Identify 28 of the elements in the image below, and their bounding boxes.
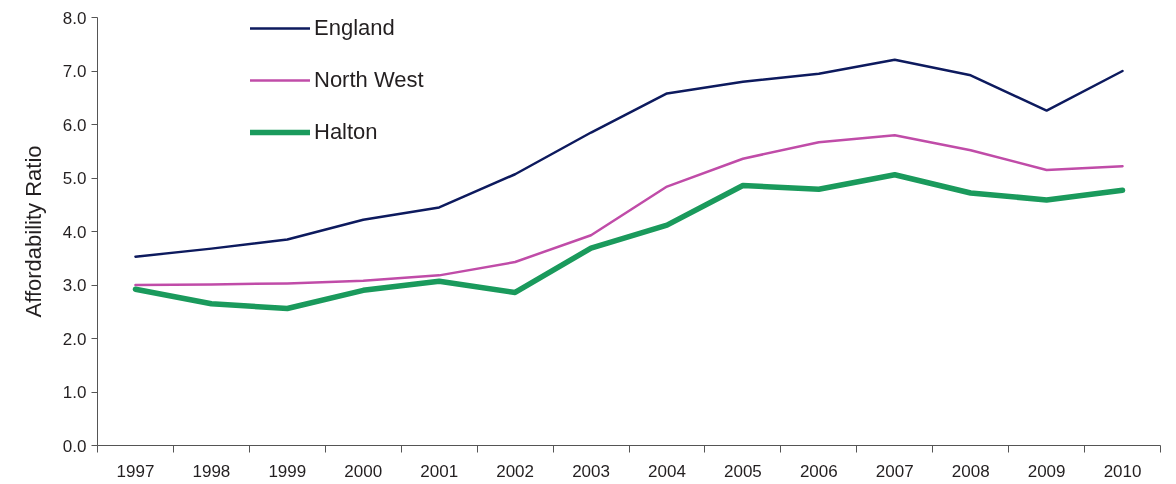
y-tick-label: 4.0 [62,222,87,242]
x-tick-label: 2001 [420,461,459,481]
x-tick-label: 2010 [1103,461,1142,481]
x-tick-label: 2007 [875,461,914,481]
legend-label: England [314,16,395,41]
x-tick-label: 1999 [268,461,307,481]
x-tick-label: 2008 [951,461,990,481]
y-tick-label: 1.0 [62,383,87,402]
x-tick-label: 1997 [116,461,155,481]
x-tick-label: 2004 [648,461,686,481]
y-axis-title: Affordability Ratio [20,145,46,318]
x-tick-label: 2005 [723,461,762,481]
x-tick-label: 1998 [192,461,231,481]
y-tick-label: 7.0 [62,62,87,81]
legend-label: Halton [314,119,378,145]
x-tick-label: 2002 [496,461,535,481]
legend-label: North West [314,67,424,93]
x-tick-label: 2000 [344,461,383,481]
x-tick-label: 2006 [799,461,838,481]
y-tick-label: 2.0 [62,329,87,349]
x-tick-label: 2009 [1027,461,1066,481]
y-tick-label: 0.0 [62,436,87,456]
y-tick-label: 6.0 [62,115,87,135]
x-tick-label: 2003 [572,461,610,481]
y-tick-label: 5.0 [62,169,87,188]
line-series [134,58,1124,258]
y-tick-label: 8.0 [62,8,87,28]
y-tick-label: 3.0 [62,276,87,295]
